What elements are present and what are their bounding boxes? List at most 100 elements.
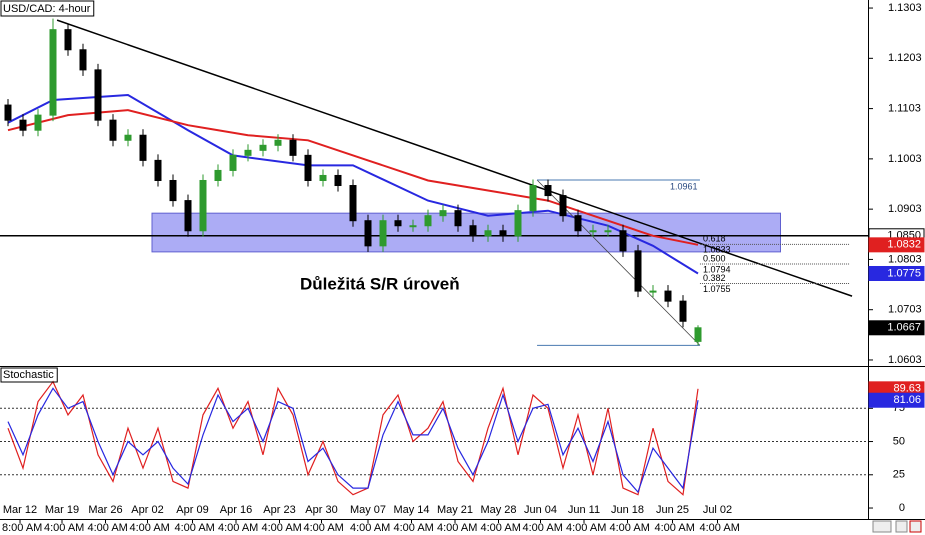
x-tick-time: 4:00 AM bbox=[700, 522, 740, 534]
x-tick-time: 4:00 AM bbox=[610, 522, 650, 534]
fib-price: 1.0833 bbox=[703, 245, 731, 255]
stochastic-value-box bbox=[868, 392, 925, 408]
x-tick-label: Jun 18 bbox=[611, 504, 644, 516]
fib-price: 1.0755 bbox=[703, 284, 731, 294]
x-tick-time: 4:00 AM bbox=[437, 522, 477, 534]
candle-body bbox=[499, 230, 507, 237]
candle-body bbox=[139, 134, 147, 161]
candle-body bbox=[679, 300, 687, 322]
fib-ratio: 0.618 bbox=[703, 234, 726, 244]
y-tick-label: 1.0803 bbox=[888, 253, 922, 265]
candle-body bbox=[64, 29, 72, 51]
x-tick-time: 4:00 AM bbox=[87, 522, 127, 534]
candle-body bbox=[154, 159, 162, 181]
ma-value-box bbox=[868, 265, 925, 281]
trendline bbox=[56, 19, 853, 297]
y-tick-label: 1.0903 bbox=[888, 203, 922, 215]
x-tick-time: 4:00 AM bbox=[655, 522, 695, 534]
x-tick-label: Apr 02 bbox=[131, 504, 163, 516]
x-tick-time: 4:00 AM bbox=[350, 522, 390, 534]
fib-ratio: 0.500 bbox=[703, 253, 726, 263]
moving-average bbox=[7, 109, 699, 246]
x-tick-time: 4:00 AM bbox=[566, 522, 606, 534]
x-tick-time: 4:00 AM bbox=[303, 522, 343, 534]
y-tick-label: 1.0703 bbox=[888, 304, 922, 316]
scroll-icon[interactable] bbox=[872, 520, 892, 533]
candle-body bbox=[604, 230, 612, 233]
candle-body bbox=[574, 215, 582, 232]
x-tick-time: 4:00 AM bbox=[481, 522, 521, 534]
candle-body bbox=[634, 250, 642, 292]
x-tick-time: 4:00 AM bbox=[393, 522, 433, 534]
candle-body bbox=[649, 290, 657, 293]
price-value: 1.0667 bbox=[887, 322, 921, 334]
candle-body bbox=[619, 230, 627, 252]
x-tick-label: Apr 09 bbox=[176, 504, 208, 516]
sr-zone bbox=[151, 212, 782, 253]
x-tick-time: 4:00 AM bbox=[261, 522, 301, 534]
stochastic-value: 89.63 bbox=[893, 383, 921, 395]
fib-price: 1.0794 bbox=[703, 264, 731, 274]
candle-body bbox=[229, 154, 237, 171]
x-tick-label: Jun 25 bbox=[656, 504, 689, 516]
x-tick-label: Mar 26 bbox=[88, 504, 122, 516]
x-tick-label: Jul 02 bbox=[703, 504, 732, 516]
x-tick-label: Apr 23 bbox=[263, 504, 295, 516]
candle-body bbox=[364, 220, 372, 247]
title-box bbox=[0, 0, 95, 17]
x-tick-label: Apr 16 bbox=[220, 504, 252, 516]
y-tick-label: 1.1203 bbox=[888, 52, 922, 64]
candle-body bbox=[349, 185, 357, 222]
y-tick-label: 50 bbox=[893, 435, 905, 447]
y-tick-label: 0 bbox=[899, 502, 905, 514]
candle-body bbox=[409, 225, 417, 228]
candle-body bbox=[454, 210, 462, 227]
candle-body bbox=[544, 185, 552, 197]
candle-body bbox=[394, 220, 402, 227]
candle-body bbox=[109, 119, 117, 141]
candle-body bbox=[199, 179, 207, 232]
price-value-box bbox=[868, 320, 925, 336]
candle-body bbox=[79, 49, 87, 71]
x-tick-label: May 14 bbox=[393, 504, 429, 516]
x-tick-label: May 07 bbox=[350, 504, 386, 516]
candle-body bbox=[304, 154, 312, 181]
zoom-icon[interactable] bbox=[895, 520, 908, 533]
candle-body bbox=[334, 174, 342, 187]
candle-body bbox=[424, 215, 432, 227]
x-tick-label: May 21 bbox=[437, 504, 473, 516]
candle-body bbox=[469, 225, 477, 237]
candle-body bbox=[169, 179, 177, 202]
candle-body bbox=[694, 327, 702, 342]
x-tick-label: Mar 19 bbox=[45, 504, 79, 516]
candle-body bbox=[49, 29, 57, 116]
x-tick-time: 4:00 AM bbox=[174, 522, 214, 534]
fib-high-label: 1.0961 bbox=[670, 181, 698, 191]
x-tick-time: 4:00 AM bbox=[523, 522, 563, 534]
close-icon[interactable] bbox=[909, 520, 922, 533]
ma-value: 1.0832 bbox=[887, 239, 921, 251]
candle-body bbox=[379, 220, 387, 247]
candle-body bbox=[259, 144, 267, 151]
x-tick-label: Mar 12 bbox=[3, 504, 37, 516]
x-tick-label: Jun 04 bbox=[524, 504, 557, 516]
y-tick-label: 1.1003 bbox=[888, 153, 922, 165]
candle-body bbox=[34, 114, 42, 131]
candle-body bbox=[664, 290, 672, 302]
candle-body bbox=[589, 230, 597, 233]
candle-body bbox=[514, 210, 522, 237]
candle-body bbox=[19, 119, 27, 131]
stochastic-line bbox=[7, 380, 699, 496]
candle-body bbox=[484, 230, 492, 237]
x-tick-time: 4:00 AM bbox=[218, 522, 258, 534]
x-tick-label: Apr 30 bbox=[305, 504, 337, 516]
y-tick-label: 1.0603 bbox=[888, 354, 922, 366]
y-tick-label: 1.1303 bbox=[888, 2, 922, 14]
panel-title-box bbox=[0, 367, 58, 383]
stochastic-value: 81.06 bbox=[893, 394, 921, 406]
ma-value: 1.0775 bbox=[887, 267, 921, 279]
panel-title: Stochastic bbox=[3, 369, 54, 381]
chart-title: USD/CAD: 4-hour bbox=[3, 3, 91, 15]
